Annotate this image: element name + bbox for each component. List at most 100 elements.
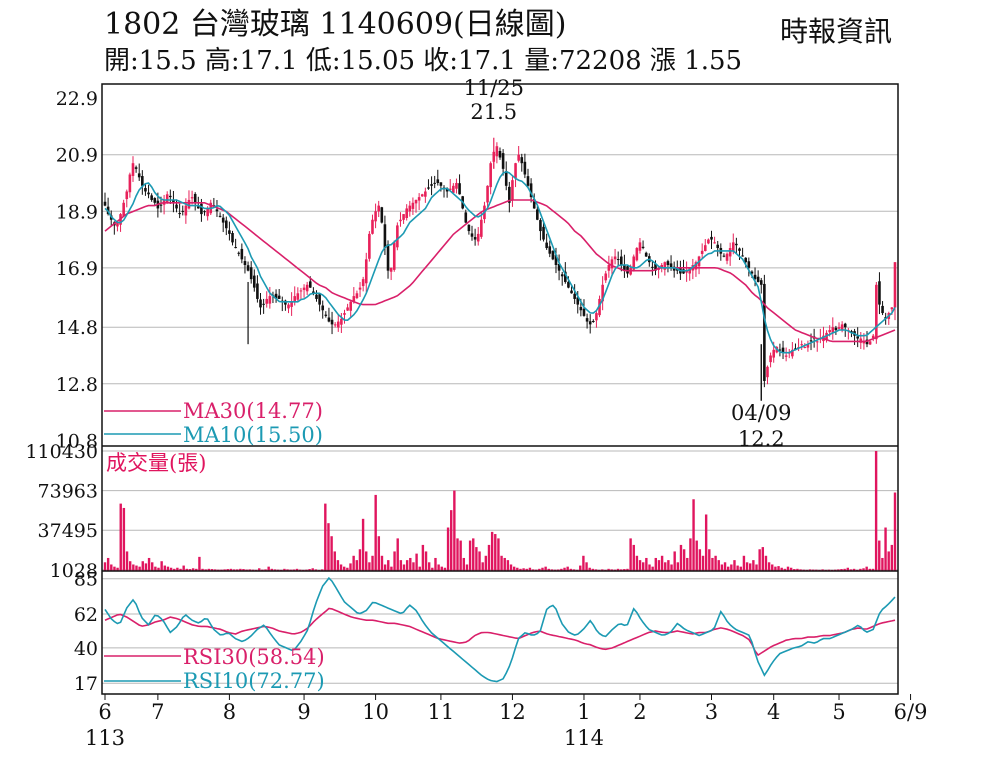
- candle-body: [694, 262, 698, 270]
- volume-bar: [497, 538, 500, 571]
- candle-body: [336, 321, 340, 328]
- candle-body: [840, 324, 844, 331]
- volume-bar: [157, 567, 160, 571]
- volume-bar: [320, 569, 324, 571]
- candle-body: [654, 263, 657, 271]
- volume-bar: [745, 562, 749, 571]
- candle-body: [268, 296, 272, 304]
- price-tick-label: 12.8: [56, 374, 98, 396]
- candle-body: [806, 344, 810, 348]
- candle-body: [613, 256, 617, 260]
- candle-body: [576, 297, 580, 305]
- candle-body: [685, 270, 688, 273]
- rsi10-line: [104, 576, 896, 683]
- candle-body: [669, 263, 673, 268]
- candle-body: [638, 242, 642, 251]
- candle-body: [843, 323, 847, 328]
- candle-body: [498, 151, 502, 158]
- volume-bar: [226, 569, 229, 571]
- x-tick-label: 12: [499, 700, 526, 724]
- rsi10-legend-label: RSI10(72.77): [183, 669, 325, 693]
- volume-bar: [799, 569, 802, 571]
- candle-body: [433, 182, 436, 184]
- candle-body: [769, 355, 772, 363]
- volume-bar: [736, 565, 739, 571]
- volume-bar: [191, 568, 195, 571]
- candle-body: [305, 284, 309, 292]
- volume-bar: [110, 564, 113, 571]
- volume-label: 成交量(張): [106, 451, 206, 475]
- volume-bar: [629, 538, 632, 571]
- x-tick-label: 6/9: [894, 700, 928, 724]
- candle-body: [193, 193, 197, 203]
- volume-bar: [311, 568, 314, 571]
- volume-bar: [579, 565, 582, 571]
- volume-bar: [749, 563, 752, 571]
- volume-bar: [692, 499, 695, 571]
- candle-body: [828, 330, 831, 333]
- candle-body: [184, 205, 188, 216]
- candle-body: [343, 313, 346, 315]
- volume-bar: [796, 568, 799, 571]
- volume-bar: [377, 536, 381, 571]
- volume-bar: [308, 569, 311, 571]
- volume-bar: [412, 562, 415, 571]
- candle-body: [567, 281, 570, 288]
- volume-tick-label: 37495: [38, 520, 98, 542]
- candle-body: [511, 180, 514, 201]
- volume-bar: [229, 568, 233, 571]
- volume-bar: [431, 567, 434, 571]
- volume-bar: [349, 563, 352, 571]
- candle-body: [592, 320, 595, 322]
- volume-bar: [346, 567, 349, 571]
- candle-body: [651, 266, 654, 268]
- candle-body: [703, 245, 707, 252]
- candle-body: [878, 281, 881, 305]
- candle-body: [203, 211, 206, 213]
- volume-bar: [390, 566, 393, 571]
- volume-bar: [774, 566, 777, 571]
- candle-body: [753, 274, 757, 280]
- candle-body: [604, 273, 608, 281]
- candle-body: [735, 243, 738, 246]
- volume-tick-label: 73963: [38, 481, 98, 503]
- candle-body: [470, 233, 474, 237]
- x-tick-label: 1: [577, 700, 590, 724]
- volume-bar: [541, 567, 544, 571]
- candle-body: [548, 246, 552, 254]
- candle-body: [324, 314, 328, 316]
- rsi-tick-label: 62: [74, 604, 98, 626]
- volume-bar: [619, 569, 623, 571]
- candle-body: [392, 242, 396, 270]
- volume-bar: [843, 568, 846, 571]
- candle-body: [411, 202, 415, 209]
- volume-bar: [365, 551, 368, 571]
- volume-bar: [868, 568, 872, 571]
- volume-bar: [418, 566, 421, 571]
- candle-body: [340, 318, 343, 325]
- candle-body: [436, 179, 440, 183]
- candle-body: [327, 317, 331, 322]
- candle-body: [299, 290, 303, 292]
- volume-bar: [201, 568, 204, 571]
- x-tick-label: 11: [428, 700, 455, 724]
- volume-bar: [446, 527, 450, 571]
- volume-bar: [777, 566, 780, 571]
- volume-bar: [450, 510, 453, 571]
- volume-bar: [339, 564, 343, 571]
- candle-body: [710, 236, 713, 240]
- candle-body: [165, 194, 169, 203]
- candle-body: [352, 296, 356, 302]
- rsi-tick-label: 85: [74, 569, 98, 591]
- candle-body: [750, 271, 754, 274]
- high-date-label: 11/25: [464, 76, 525, 100]
- volume-bar: [166, 566, 170, 571]
- volume-bar: [862, 568, 865, 571]
- candle-body: [262, 303, 265, 305]
- volume-bar: [179, 568, 182, 571]
- candle-body: [259, 299, 262, 308]
- volume-bar: [563, 567, 566, 571]
- volume-bar: [207, 568, 211, 571]
- volume-bar: [292, 569, 296, 571]
- candle-body: [455, 182, 458, 189]
